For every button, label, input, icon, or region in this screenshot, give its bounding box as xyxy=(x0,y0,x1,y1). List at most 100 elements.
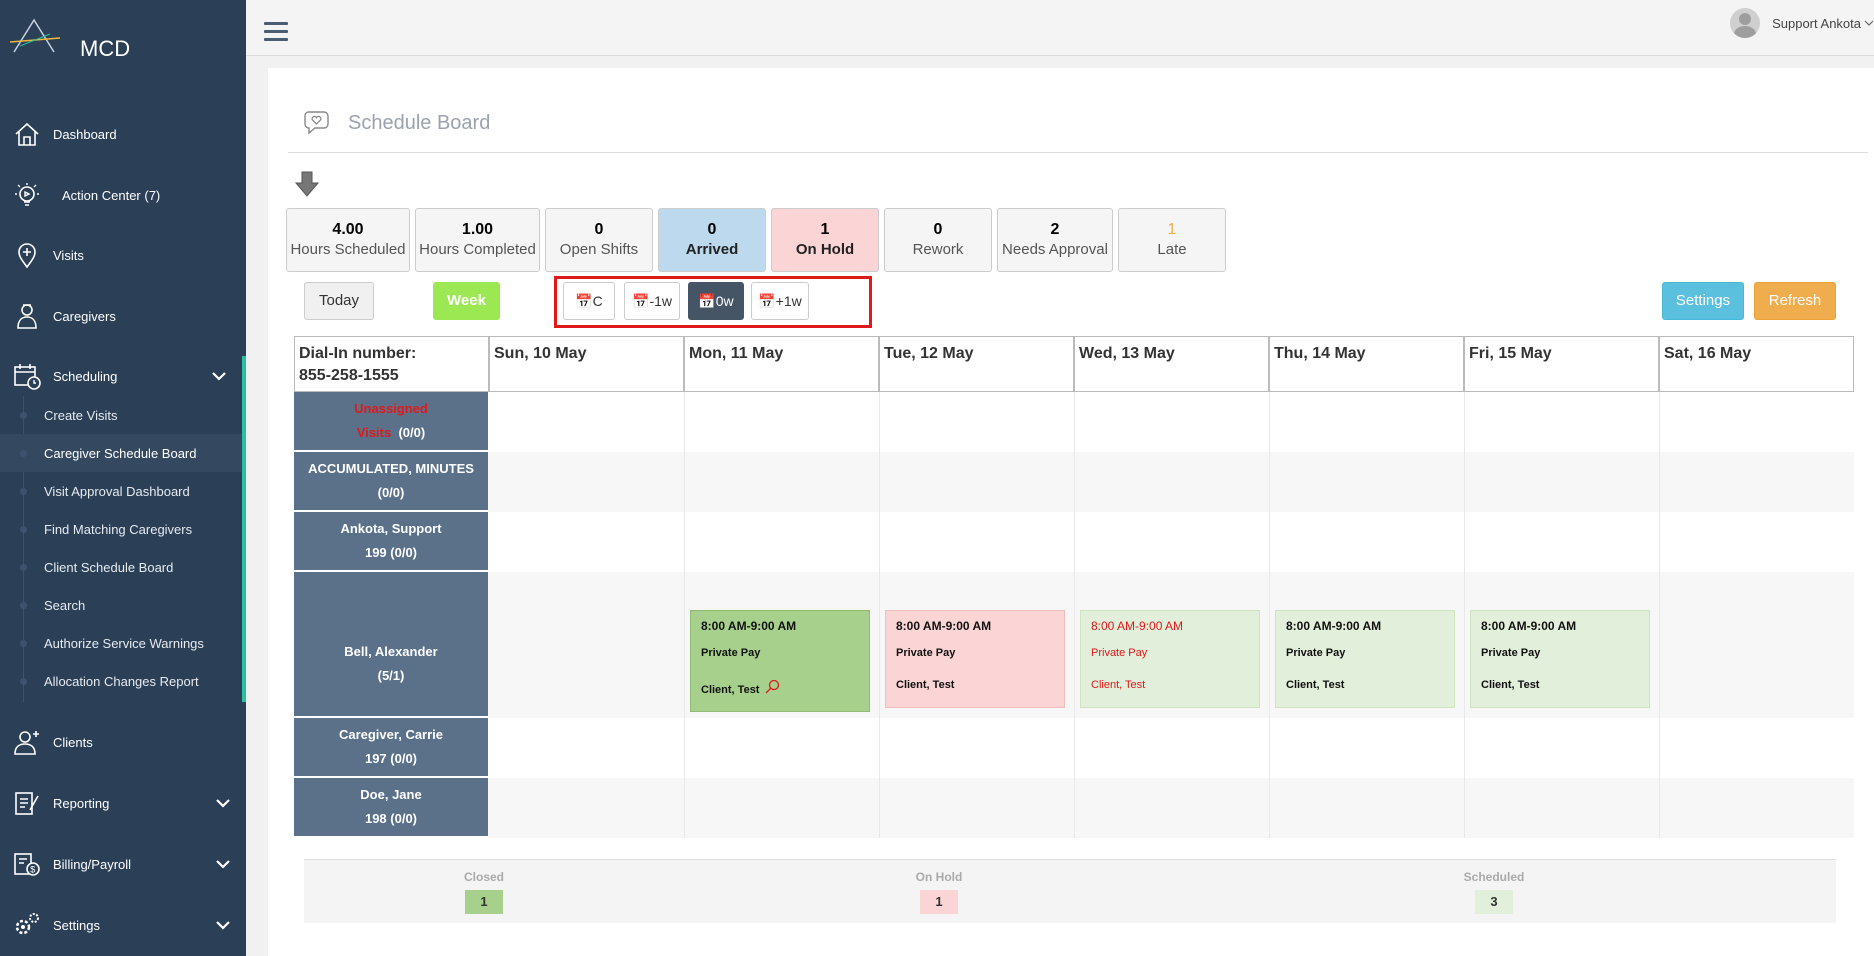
report-icon xyxy=(15,792,39,815)
visit-payer: Private Pay xyxy=(701,647,761,659)
bullet-icon xyxy=(20,677,27,685)
stat-hours-scheduled[interactable]: 4.00 Hours Scheduled xyxy=(286,208,410,272)
sidebar-item-visits[interactable]: Visits xyxy=(0,235,246,275)
dial-in-number: 855-258-1555 xyxy=(299,367,399,384)
legend-on-hold: On Hold 1 xyxy=(894,870,984,914)
row-label-sub: Visits xyxy=(356,425,392,440)
sidebar-item-caregivers[interactable]: Caregivers xyxy=(0,296,246,336)
submenu-label: Client Schedule Board xyxy=(44,559,174,575)
stat-on-hold[interactable]: 1 On Hold xyxy=(771,208,879,272)
caregiver-icon xyxy=(17,304,37,329)
visit-payer: Private Pay xyxy=(896,647,956,659)
top-bar: Support Ankota xyxy=(246,0,1874,56)
sidebar-item-reporting[interactable]: Reporting xyxy=(0,783,246,823)
magnifier-icon[interactable] xyxy=(765,679,781,695)
menu-toggle-icon[interactable] xyxy=(264,22,288,42)
visit-client: Client, Test xyxy=(896,679,955,691)
day-header: Thu, 14 May xyxy=(1269,336,1464,392)
sidebar-item-dashboard[interactable]: Dashboard xyxy=(0,114,246,154)
visit-time: 8:00 AM-9:00 AM xyxy=(1481,619,1577,633)
visit-time: 8:00 AM-9:00 AM xyxy=(1286,619,1382,633)
visit-card[interactable]: 8:00 AM-9:00 AM Private Pay Client, Test xyxy=(885,610,1065,708)
submenu-item-allocation-changes-report[interactable]: Allocation Changes Report xyxy=(0,662,242,700)
submenu-item-visit-approval-dashboard[interactable]: Visit Approval Dashboard xyxy=(0,472,242,510)
stat-arrived[interactable]: 0 Arrived xyxy=(658,208,766,272)
row-label-caregiver[interactable]: Caregiver, Carrie 197 (0/0) xyxy=(294,718,488,778)
sidebar-item-label: Settings xyxy=(53,917,100,933)
user-menu[interactable]: Support Ankota xyxy=(1730,8,1874,38)
visit-card[interactable]: 8:00 AM-9:00 AM Private Pay Client, Test xyxy=(1470,610,1650,708)
row-label-count: 199 (0/0) xyxy=(364,545,418,560)
row-bg xyxy=(488,718,1854,778)
logo-text: MCD xyxy=(80,36,131,61)
row-label-caregiver[interactable]: Bell, Alexander (5/1) xyxy=(294,572,488,718)
row-label-name: Caregiver, Carrie xyxy=(338,727,444,742)
bullet-icon xyxy=(20,411,27,419)
row-bg xyxy=(488,778,1854,838)
logo-icon xyxy=(10,18,60,53)
row-label-name: Bell, Alexander xyxy=(344,644,438,659)
this-week-button[interactable]: 📅0w xyxy=(688,282,744,320)
visit-payer: Private Pay xyxy=(1091,647,1148,659)
visit-time: 8:00 AM-9:00 AM xyxy=(701,619,797,633)
visit-card[interactable]: 8:00 AM-9:00 AM Private Pay Client, Test xyxy=(1275,610,1455,708)
prev-week-button[interactable]: 📅-1w xyxy=(624,282,680,320)
collapse-arrow-icon[interactable] xyxy=(294,170,320,198)
visit-card[interactable]: 8:00 AM-9:00 AM Private Pay Client, Test xyxy=(1080,610,1260,708)
row-label-name: Doe, Jane xyxy=(360,787,422,802)
today-button[interactable]: Today xyxy=(304,282,374,320)
day-header: Sun, 10 May xyxy=(489,336,684,392)
settings-button[interactable]: Settings xyxy=(1662,282,1744,320)
next-week-button[interactable]: 📅+1w xyxy=(751,282,809,320)
dial-in-header: Dial-In number: 855-258-1555 xyxy=(294,336,489,392)
submenu-label: Find Matching Caregivers xyxy=(44,521,193,537)
submenu-item-client-schedule-board[interactable]: Client Schedule Board xyxy=(0,548,242,586)
submenu-label: Create Visits xyxy=(44,407,118,423)
row-label-accumulated[interactable]: ACCUMULATED, MINUTES (0/0) xyxy=(294,452,488,512)
chevron-down-icon xyxy=(216,860,230,869)
sidebar-item-clients[interactable]: Clients xyxy=(0,722,246,762)
legend-label: Scheduled xyxy=(1463,870,1525,884)
stat-open-shifts[interactable]: 0 Open Shifts xyxy=(545,208,653,272)
sidebar-item-settings[interactable]: Settings xyxy=(0,905,246,945)
row-label-count: (0/0) xyxy=(398,425,426,440)
sidebar-item-billing-payroll[interactable]: $ Billing/Payroll xyxy=(0,844,246,884)
refresh-button[interactable]: Refresh xyxy=(1754,282,1836,320)
visit-payer: Private Pay xyxy=(1286,647,1346,659)
week-button[interactable]: Week xyxy=(433,282,500,320)
svg-text:$: $ xyxy=(30,865,35,875)
row-label-count: 197 (0/0) xyxy=(364,751,418,766)
sidebar-item-action-center[interactable]: Action Center (7) xyxy=(0,175,246,215)
stat-label: Late xyxy=(1157,241,1187,258)
divider xyxy=(288,152,1868,153)
app-logo[interactable]: MCD xyxy=(10,10,130,62)
lightbulb-icon xyxy=(15,183,39,206)
gears-icon xyxy=(15,913,39,935)
submenu-item-authorize-service-warnings[interactable]: Authorize Service Warnings xyxy=(0,624,242,662)
stat-hours-completed[interactable]: 1.00 Hours Completed xyxy=(415,208,540,272)
stat-rework[interactable]: 0 Rework xyxy=(884,208,992,272)
col-divider xyxy=(1074,392,1075,838)
submenu-item-find-matching-caregivers[interactable]: Find Matching Caregivers xyxy=(0,510,242,548)
sidebar-item-label: Action Center (7) xyxy=(62,187,161,203)
sidebar-item-label: Clients xyxy=(53,734,93,750)
bullet-icon xyxy=(20,525,27,533)
stat-needs-approval[interactable]: 2 Needs Approval xyxy=(997,208,1113,272)
stat-late[interactable]: 1 Late xyxy=(1118,208,1226,272)
submenu-label: Search xyxy=(44,597,86,613)
calendar-icon: 📅 xyxy=(575,293,593,309)
legend-scheduled: Scheduled 3 xyxy=(1449,870,1539,914)
submenu-item-caregiver-schedule-board[interactable]: Caregiver Schedule Board xyxy=(0,434,242,472)
row-label-caregiver[interactable]: Doe, Jane 198 (0/0) xyxy=(294,778,488,838)
chevron-down-icon xyxy=(216,921,230,930)
sidebar-item-scheduling[interactable]: Scheduling xyxy=(0,356,246,396)
row-label-unassigned[interactable]: Unassigned Visits (0/0) xyxy=(294,392,488,452)
current-button[interactable]: 📅C xyxy=(563,282,615,320)
submenu-item-search[interactable]: Search xyxy=(0,586,242,624)
row-label-caregiver[interactable]: Ankota, Support 199 (0/0) xyxy=(294,512,488,572)
row-label-count: 198 (0/0) xyxy=(364,811,418,826)
submenu-item-create-visits[interactable]: Create Visits xyxy=(0,396,242,434)
visit-card[interactable]: 8:00 AM-9:00 AM Private Pay Client, Test xyxy=(690,610,870,712)
stat-label: Needs Approval xyxy=(1002,241,1108,258)
nav-label: 0w xyxy=(715,293,734,309)
